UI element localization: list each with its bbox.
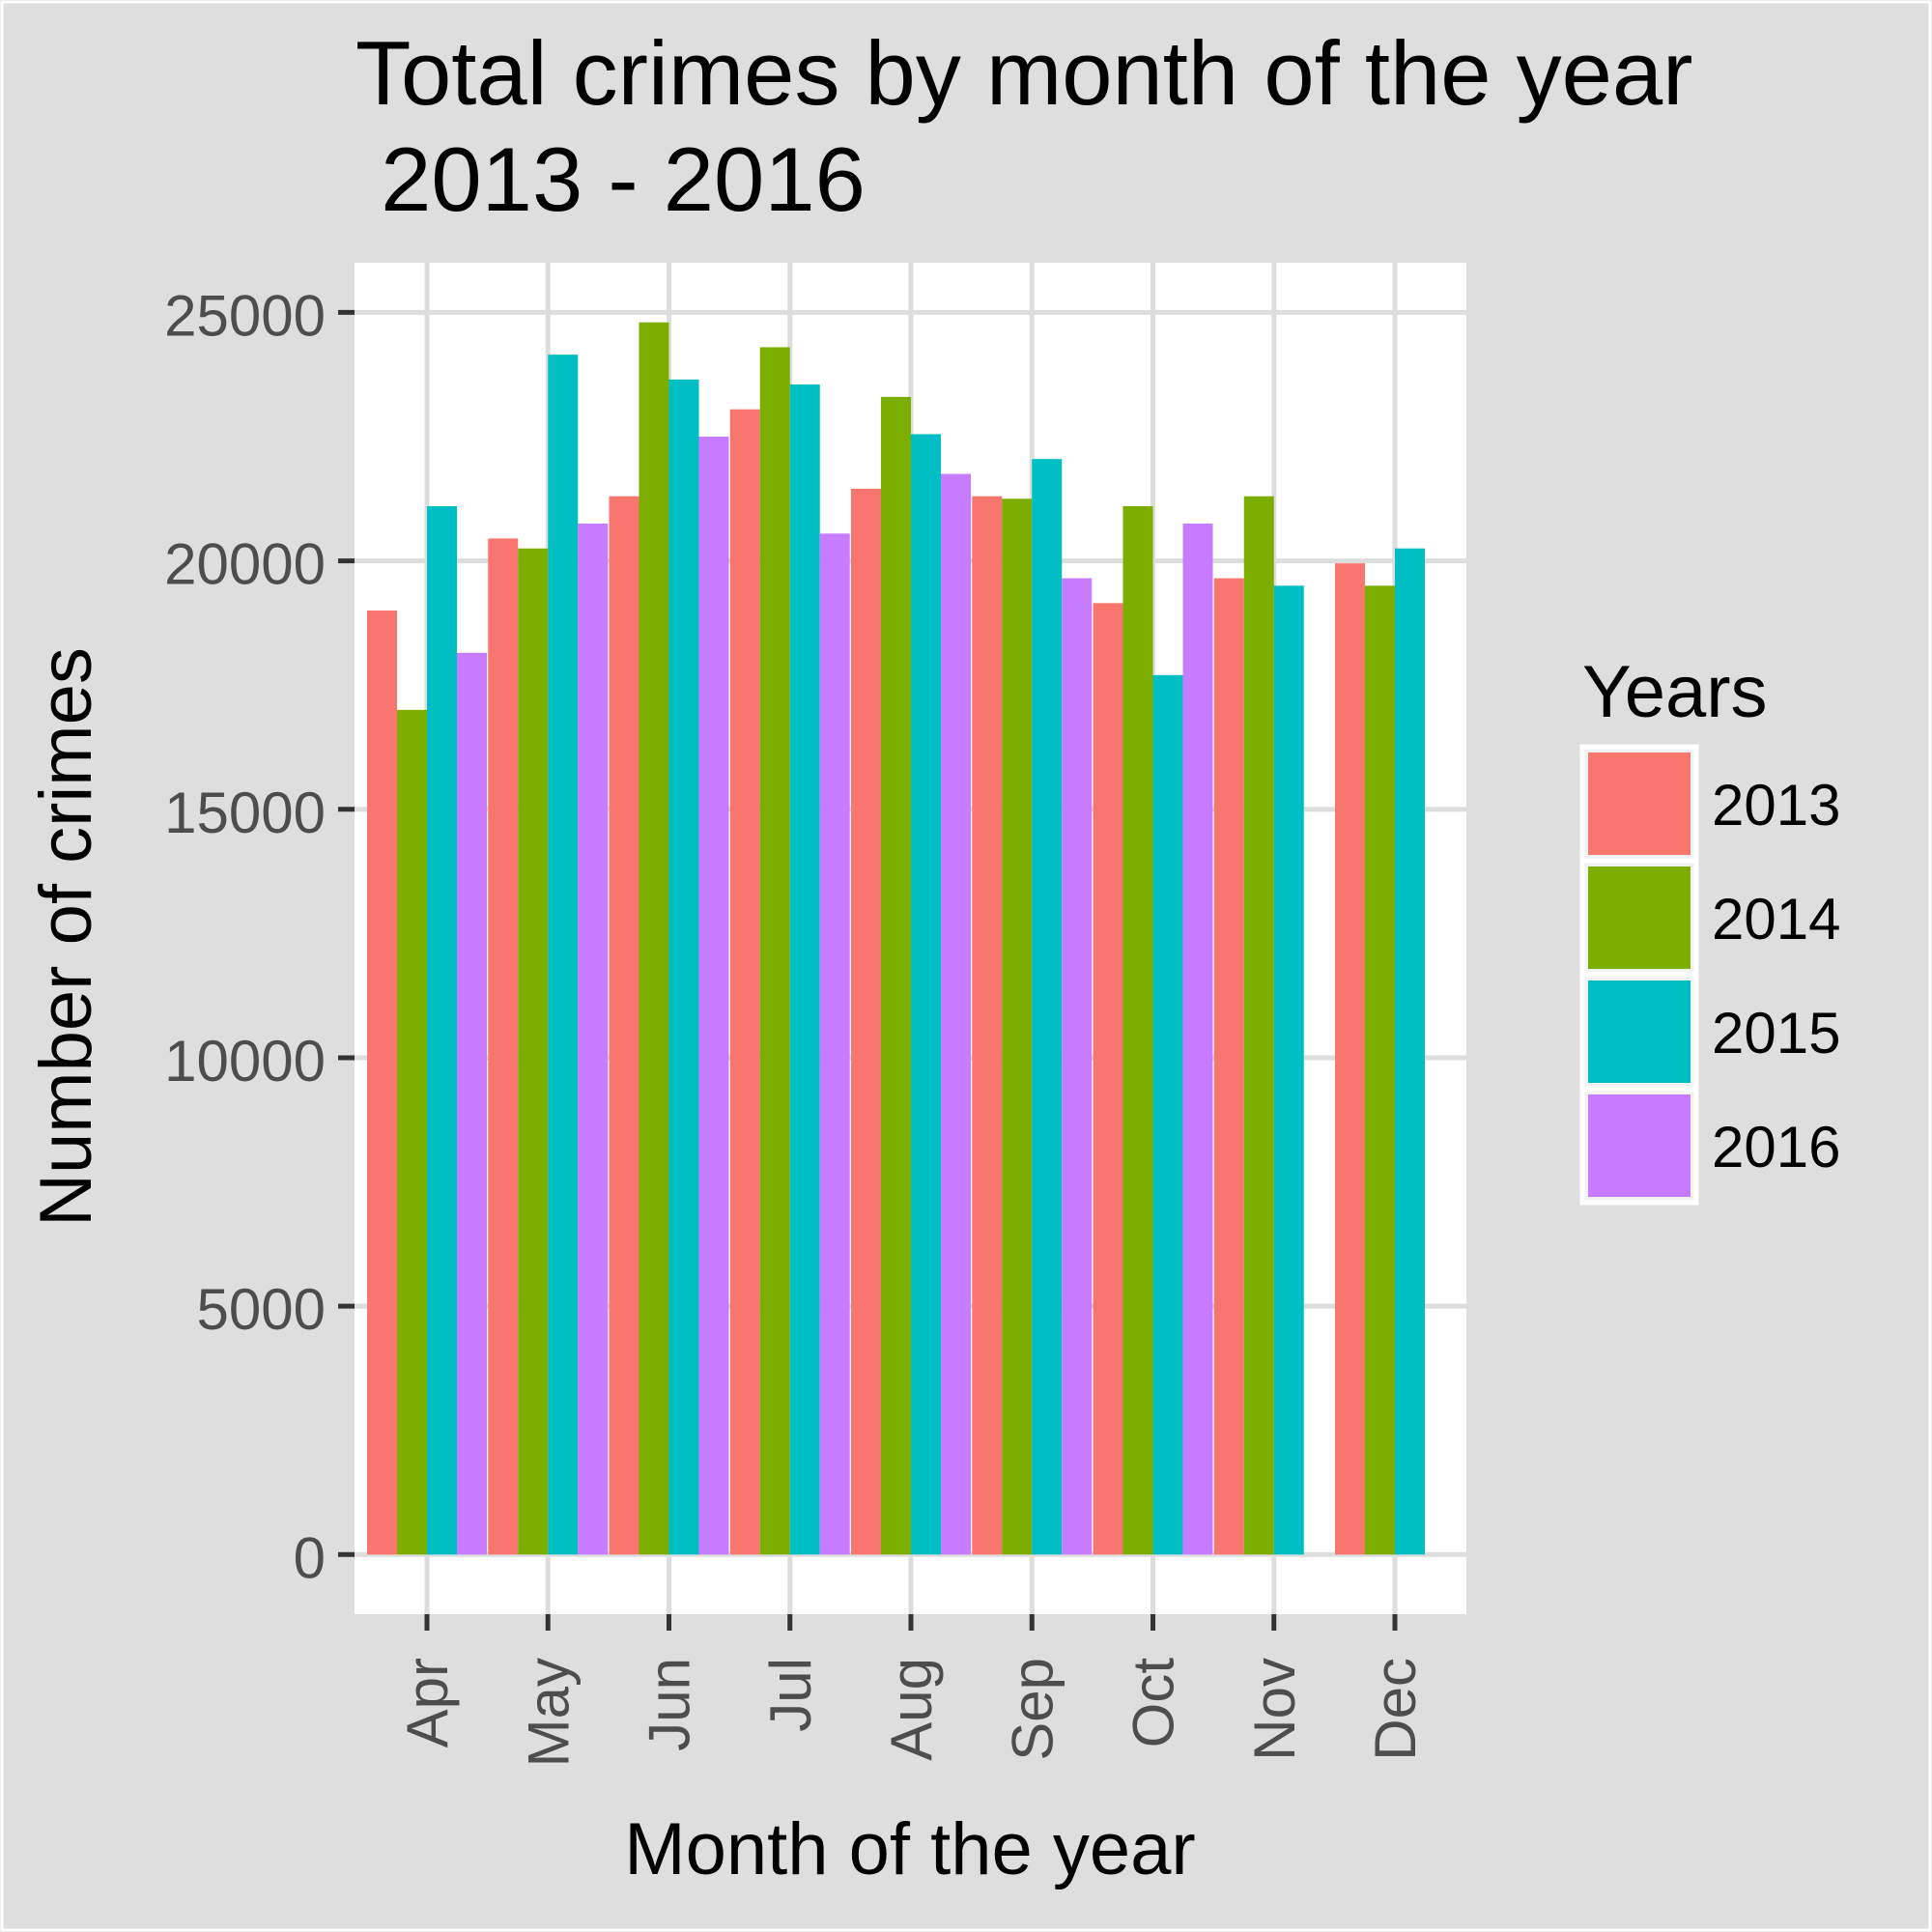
chart-title-line2: 2013 - 2016 — [355, 128, 866, 230]
bar-2014-dec — [1365, 585, 1395, 1555]
y-tick-label: 10000 — [164, 1029, 326, 1094]
bar-2015-apr — [427, 506, 457, 1555]
legend-title: Years — [1582, 651, 1768, 733]
y-axis-label: Number of crimes — [25, 647, 107, 1227]
bar-2015-oct — [1152, 674, 1183, 1555]
bar-2015-sep — [1032, 459, 1063, 1555]
y-tick-label: 20000 — [164, 532, 326, 597]
bar-2014-may — [518, 548, 549, 1555]
plot-area: 0 5000 10000 15000 20000 25000 Apr May Jun Jul Aug… — [164, 263, 1466, 1767]
x-tick-label-nov: Nov — [1242, 1658, 1307, 1761]
x-tick-label-jul: Jul — [758, 1658, 823, 1732]
bar-2016-jul — [819, 533, 850, 1555]
bar-2015-may — [548, 355, 579, 1555]
legend-label-2016: 2016 — [1712, 1115, 1840, 1179]
bar-2015-dec — [1395, 548, 1425, 1555]
y-tick-label: 5000 — [197, 1277, 326, 1342]
bar-2016-sep — [1062, 578, 1093, 1555]
bar-2016-aug — [941, 473, 971, 1555]
x-tick-label-sep: Sep — [1000, 1658, 1065, 1761]
bar-2013-oct — [1093, 603, 1123, 1555]
x-tick-label-oct: Oct — [1122, 1658, 1186, 1748]
legend-swatch-2014 — [1588, 867, 1690, 969]
x-tick-label-aug: Aug — [879, 1658, 944, 1761]
x-tick-label-jun: Jun — [638, 1658, 702, 1751]
legend-label-2013: 2013 — [1712, 773, 1840, 838]
bar-2016-apr — [457, 652, 487, 1555]
chart-title-line1: Total crimes by month of the year — [355, 22, 1692, 124]
bar-2015-jun — [668, 379, 699, 1555]
x-tick-label-dec: Dec — [1363, 1658, 1428, 1761]
y-tick-label: 15000 — [164, 781, 326, 845]
bar-2013-nov — [1213, 578, 1244, 1555]
bar-2014-sep — [1002, 498, 1033, 1555]
bar-2014-jul — [759, 347, 790, 1555]
bar-2014-oct — [1122, 506, 1153, 1555]
legend-swatch-2015 — [1588, 980, 1690, 1083]
legend-label-2014: 2014 — [1712, 887, 1840, 952]
legend-swatch-2016 — [1588, 1094, 1690, 1197]
bar-2014-jun — [639, 322, 669, 1555]
bar-2014-aug — [881, 396, 911, 1555]
bar-2016-may — [578, 524, 609, 1555]
bar-2013-aug — [851, 489, 881, 1555]
legend-label-2015: 2015 — [1712, 1001, 1840, 1065]
legend-swatch-2013 — [1588, 753, 1690, 855]
bar-2013-apr — [367, 611, 397, 1555]
x-tick-label-apr: Apr — [395, 1658, 460, 1747]
x-tick-label-may: May — [516, 1658, 581, 1767]
y-tick-label: 0 — [294, 1525, 326, 1590]
bar-2013-may — [488, 538, 519, 1555]
x-axis-label: Month of the year — [624, 1808, 1195, 1890]
bar-2013-jun — [609, 496, 639, 1555]
bar-2015-nov — [1273, 585, 1304, 1555]
bar-2016-jun — [698, 437, 729, 1555]
bar-2013-sep — [972, 496, 1003, 1555]
bar-2016-oct — [1182, 524, 1213, 1555]
y-tick-label: 25000 — [164, 283, 326, 348]
legend: Years 2013 2014 2015 2016 — [1579, 651, 1840, 1206]
bar-2014-apr — [397, 709, 427, 1555]
bar-2015-jul — [789, 384, 820, 1555]
bar-2014-nov — [1243, 496, 1274, 1555]
bar-2013-jul — [729, 409, 760, 1555]
bar-2013-dec — [1335, 563, 1365, 1555]
bar-2015-aug — [911, 434, 941, 1555]
